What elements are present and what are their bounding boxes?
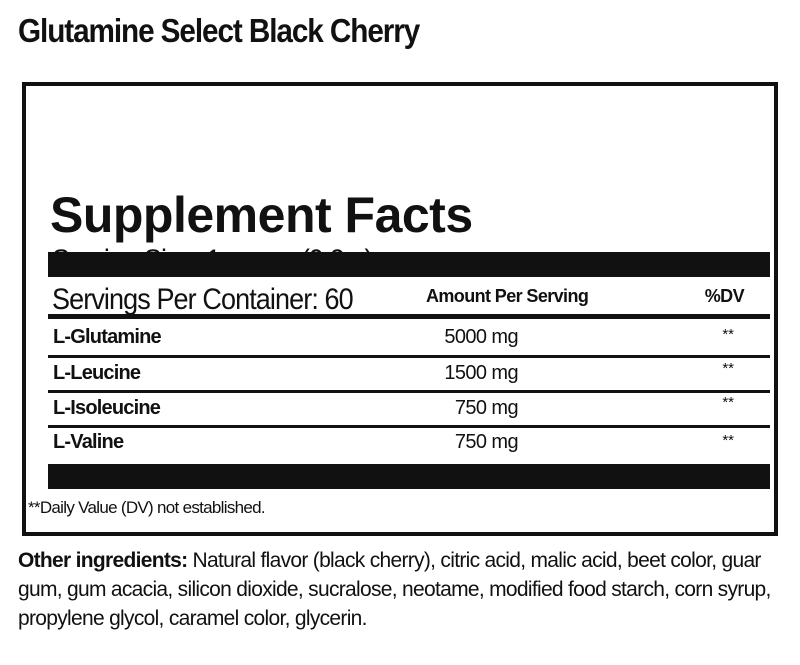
row-dv: ** — [722, 360, 734, 377]
row-divider — [48, 425, 770, 428]
row-amount: 750 mg — [454, 431, 519, 453]
row-dv: ** — [722, 326, 734, 343]
row-dv: ** — [722, 432, 734, 449]
other-ingredients-text: Natural flavor (black cherry), citric ac… — [18, 549, 771, 630]
supplement-facts-panel: Supplement Facts Serving Size: 1 scoop (… — [22, 82, 778, 536]
bottom-divider-bar — [48, 464, 770, 489]
panel-heading: Supplement Facts — [50, 187, 473, 243]
row-name: L-Leucine — [53, 362, 141, 384]
dv-footnote: **Daily Value (DV) not established. — [28, 498, 266, 517]
col-amount-header: Amount Per Serving — [426, 286, 589, 306]
row-name: L-Valine — [53, 431, 124, 453]
row-amount: 750 mg — [454, 397, 519, 419]
other-ingredients: Other ingredients: Natural flavor (black… — [18, 546, 788, 633]
row-divider — [48, 355, 770, 358]
top-divider-bar — [48, 252, 770, 277]
servings-per-container: Servings Per Container: 60 — [52, 283, 354, 316]
row-dv: ** — [722, 394, 734, 411]
row-amount: 1500 mg — [444, 362, 518, 384]
row-name: L-Glutamine — [53, 326, 162, 348]
product-title: Glutamine Select Black Cherry — [18, 12, 420, 49]
row-name: L-Isoleucine — [53, 397, 161, 419]
other-ingredients-label: Other ingredients: — [18, 549, 188, 572]
row-divider — [48, 390, 770, 393]
header-rule — [48, 314, 770, 319]
row-amount: 5000 mg — [444, 326, 518, 348]
col-dv-header: %DV — [704, 286, 745, 306]
